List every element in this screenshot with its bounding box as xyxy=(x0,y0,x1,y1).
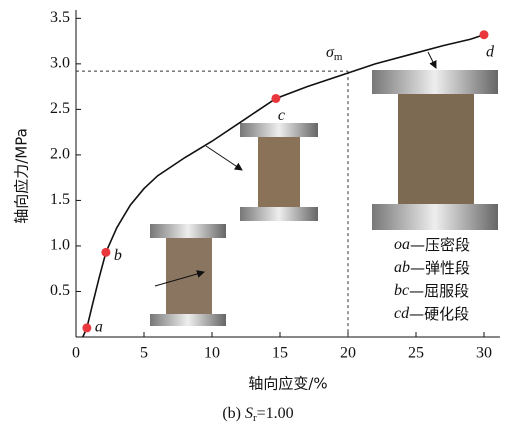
y-axis-label: 轴向应力/MPa xyxy=(13,128,31,224)
point-label: c xyxy=(278,107,285,124)
y-tick-label: 3.0 xyxy=(50,55,70,72)
y-tick-label: 2.0 xyxy=(50,146,70,163)
point xyxy=(271,94,280,103)
arrow xyxy=(206,146,242,170)
legend-text: —弹性段 xyxy=(410,259,470,277)
y-tick-label: 1.0 xyxy=(50,237,70,254)
x-tick-label: 20 xyxy=(340,345,356,362)
chart: 轴向应力/MPa 轴向应变/% (b) Sr=1.00 oa—压密段ab—弹性段… xyxy=(0,0,506,436)
photo xyxy=(372,70,498,230)
x-tick-label: 10 xyxy=(204,345,220,362)
y-tick-label: 3.5 xyxy=(50,9,70,26)
y-tick-label: 2.5 xyxy=(50,100,70,117)
legend-entry: bc—屈服段 xyxy=(394,282,469,300)
y-tick-label: 1.5 xyxy=(50,191,70,208)
point xyxy=(480,30,489,39)
legend-code: cd xyxy=(394,305,410,322)
legend-text: —屈服段 xyxy=(409,282,469,300)
legend-text: —硬化段 xyxy=(409,305,469,323)
legend-code: oa xyxy=(394,236,410,253)
x-tick-label: 0 xyxy=(72,345,80,362)
legend-code: bc xyxy=(394,282,409,299)
arrow xyxy=(428,52,436,68)
x-tick-label: 15 xyxy=(272,345,288,362)
x-tick-label: 5 xyxy=(140,345,148,362)
point xyxy=(82,323,91,332)
legend-text: —压密段 xyxy=(410,236,470,254)
legend-entry: ab—弹性段 xyxy=(394,259,470,277)
x-axis-label: 轴向应变/% xyxy=(248,375,327,393)
peak-label: σm xyxy=(326,44,343,63)
x-tick-label: 30 xyxy=(476,345,492,362)
point-label: b xyxy=(114,247,122,264)
photo xyxy=(150,224,226,326)
caption: (b) Sr=1.00 xyxy=(222,405,293,424)
peak-label-sub: m xyxy=(334,51,343,63)
point-label: a xyxy=(95,319,103,336)
x-tick-label: 25 xyxy=(408,345,424,362)
legend-entry: cd—硬化段 xyxy=(394,305,469,323)
y-tick-label: 0.5 xyxy=(50,282,70,299)
legend-entry: oa—压密段 xyxy=(394,236,470,254)
legend-code: ab xyxy=(394,259,410,276)
point xyxy=(101,248,110,257)
photo xyxy=(240,123,318,221)
point-label: d xyxy=(486,43,495,60)
